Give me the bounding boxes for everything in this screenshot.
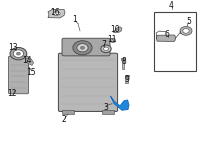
Polygon shape [114, 27, 122, 33]
Bar [62, 110, 74, 114]
Text: 10: 10 [110, 25, 120, 34]
Polygon shape [110, 38, 116, 43]
Bar [125, 75, 129, 76]
Bar [102, 110, 114, 114]
Text: 1: 1 [73, 15, 77, 24]
Circle shape [104, 47, 108, 51]
Polygon shape [156, 35, 176, 41]
Bar [125, 76, 128, 83]
Bar [122, 59, 124, 69]
Text: 2: 2 [62, 115, 66, 124]
Text: 4: 4 [169, 1, 173, 10]
Ellipse shape [53, 12, 60, 15]
Circle shape [13, 50, 24, 57]
Text: 5: 5 [187, 17, 191, 26]
Text: 8: 8 [121, 57, 126, 66]
Circle shape [101, 45, 111, 53]
Circle shape [183, 29, 189, 33]
Text: 12: 12 [8, 89, 17, 98]
Circle shape [77, 44, 88, 52]
Polygon shape [26, 59, 34, 65]
Polygon shape [111, 96, 129, 110]
Circle shape [180, 26, 192, 35]
FancyBboxPatch shape [8, 56, 29, 94]
Circle shape [80, 46, 84, 49]
Text: 13: 13 [8, 42, 18, 52]
Circle shape [73, 41, 92, 55]
Text: 9: 9 [125, 75, 129, 84]
Polygon shape [48, 10, 65, 18]
Text: 7: 7 [102, 40, 106, 49]
Text: 15: 15 [26, 67, 36, 77]
Text: 6: 6 [165, 30, 169, 39]
Text: 11: 11 [107, 35, 116, 44]
Text: 16: 16 [50, 8, 60, 17]
Bar [121, 58, 125, 60]
Circle shape [10, 47, 27, 60]
Bar [154, 12, 196, 71]
Circle shape [16, 52, 20, 55]
FancyBboxPatch shape [62, 38, 110, 56]
Text: 3: 3 [104, 103, 108, 112]
Text: 14: 14 [22, 56, 32, 65]
FancyBboxPatch shape [58, 53, 118, 111]
